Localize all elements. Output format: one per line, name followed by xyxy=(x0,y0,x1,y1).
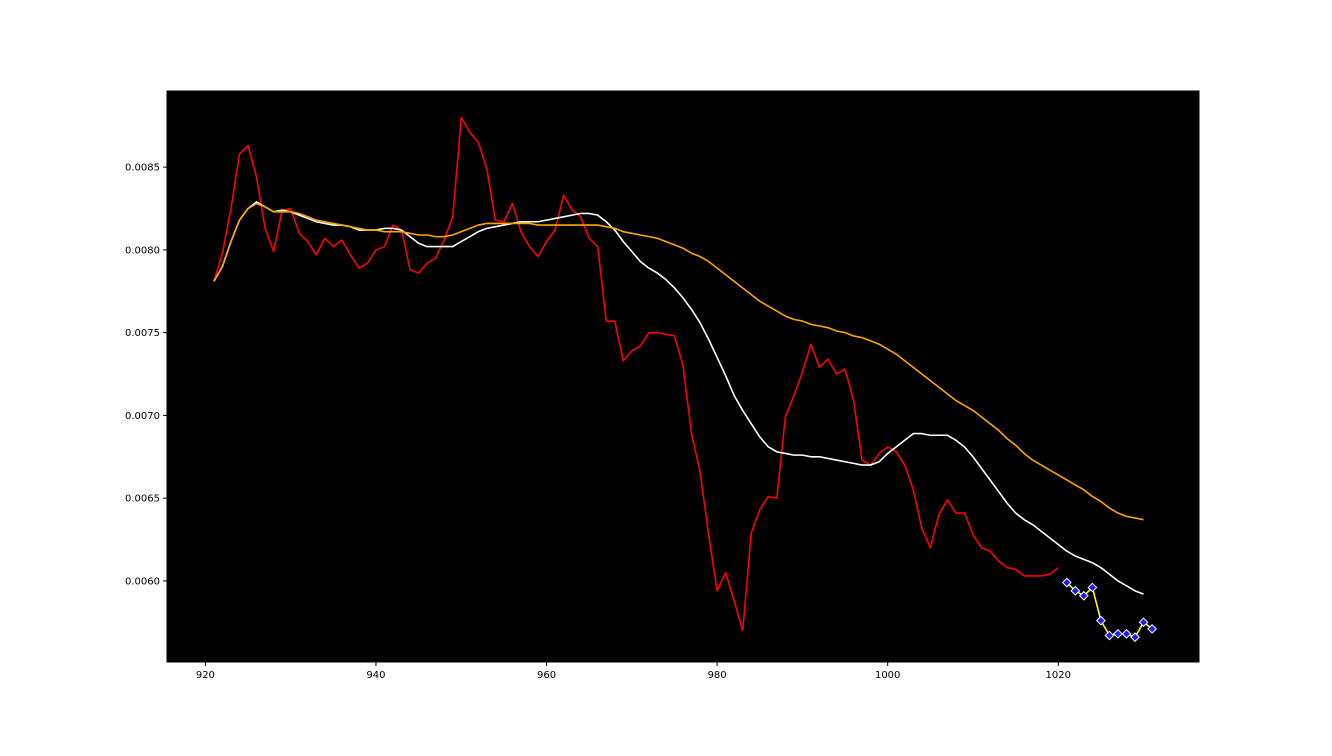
data-point-marker xyxy=(1121,628,1132,639)
y-tick-label: 0.0070 xyxy=(125,411,160,422)
plot-frame xyxy=(166,90,1200,663)
data-point-marker xyxy=(1104,630,1115,641)
data-point-marker xyxy=(1061,577,1072,588)
x-tick-label: 980 xyxy=(708,670,727,681)
data-point-marker xyxy=(1078,590,1089,601)
data-point-marker xyxy=(1138,617,1149,628)
data-point-marker xyxy=(1070,585,1081,596)
x-tick-label: 940 xyxy=(366,670,385,681)
data-point-marker xyxy=(1113,628,1123,639)
y-tick-label: 0.0080 xyxy=(125,245,160,256)
data-point-marker xyxy=(1087,582,1098,593)
series-line-2 xyxy=(213,202,1144,521)
series-line-0 xyxy=(213,116,1059,632)
x-tick-label: 960 xyxy=(537,670,556,681)
x-tick-label: 920 xyxy=(196,670,215,681)
y-tick-label: 0.0065 xyxy=(125,494,160,505)
plot-area xyxy=(167,91,1199,662)
x-tick-label: 1020 xyxy=(1046,670,1071,681)
y-tick-label: 0.0060 xyxy=(125,576,160,587)
data-point-marker xyxy=(1096,615,1106,626)
y-tick-label: 0.0085 xyxy=(125,163,160,174)
data-point-marker xyxy=(1147,623,1157,634)
y-axis: 0.0060 0.0065 0.0070 0.0075 0.0080 0.0085 xyxy=(125,163,167,587)
x-tick-label: 1000 xyxy=(875,670,900,681)
markers-layer xyxy=(1061,577,1157,643)
x-axis: 920 940 960 980 1000 1020 xyxy=(196,662,1071,681)
y-tick-label: 0.0075 xyxy=(125,328,160,339)
data-point-marker xyxy=(1130,632,1140,643)
series-layer xyxy=(213,116,1153,638)
